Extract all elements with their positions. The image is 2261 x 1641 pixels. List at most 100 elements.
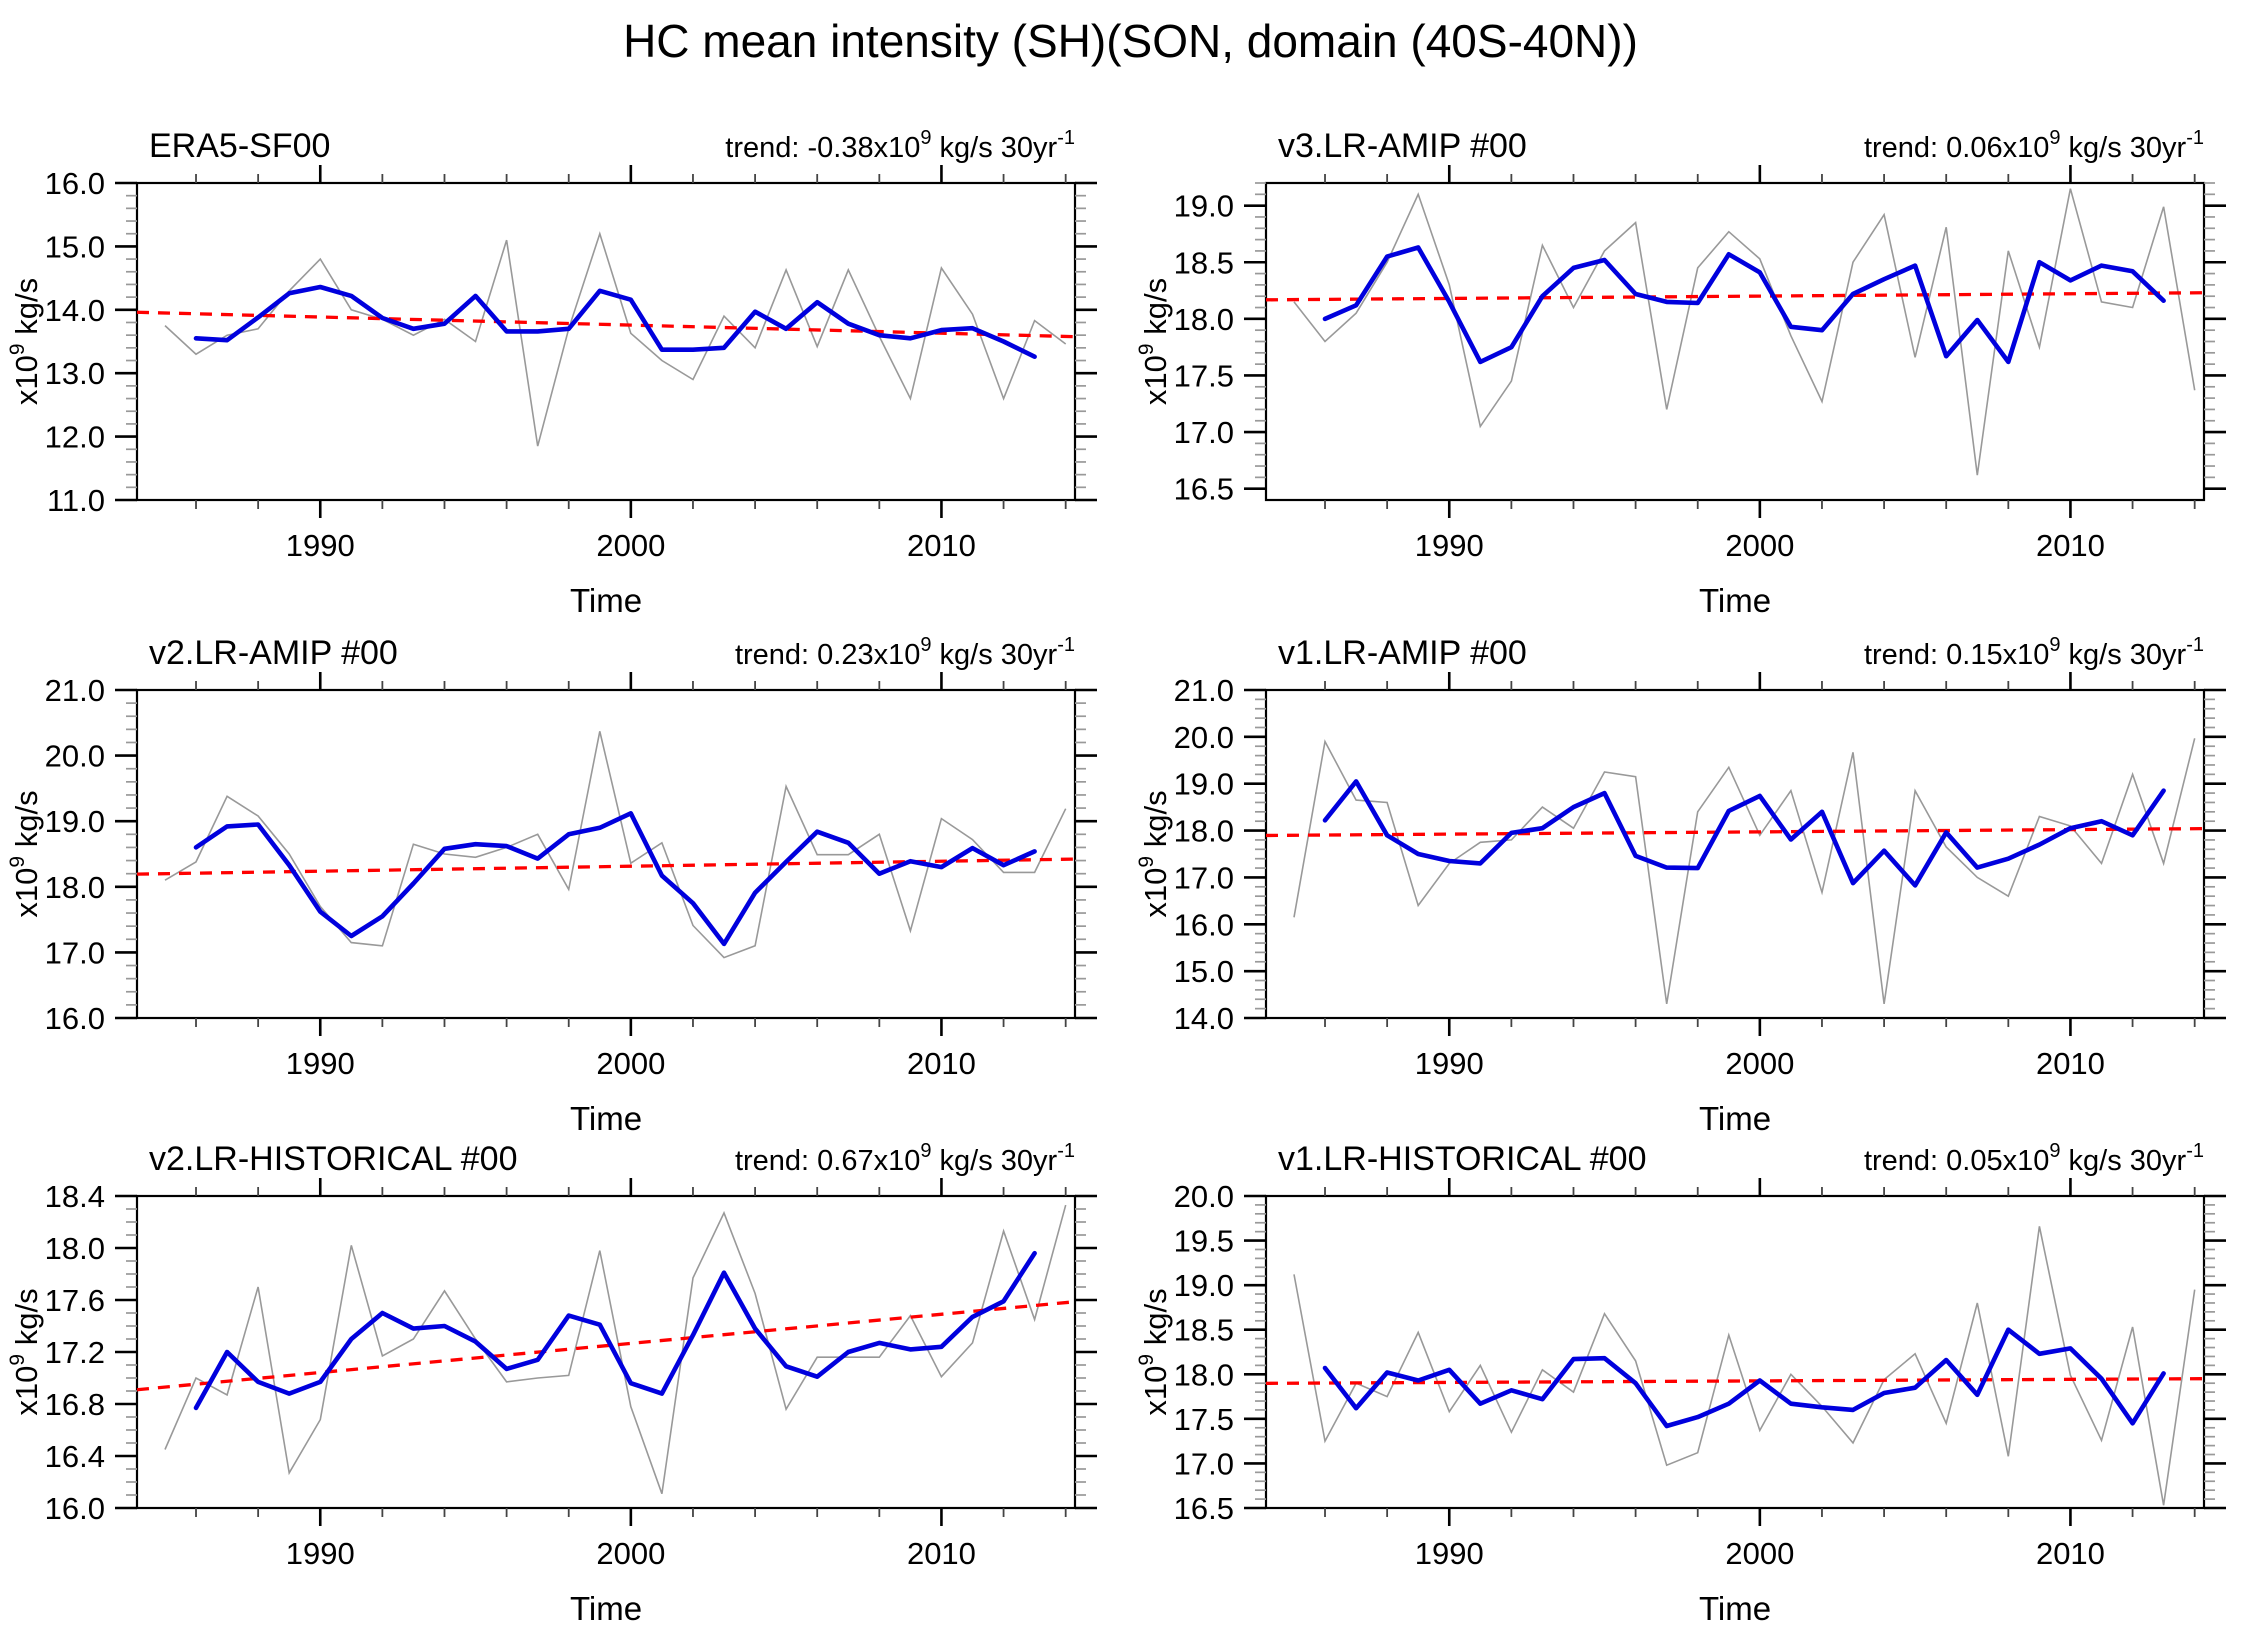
y-axis-label: x109 kg/s (1135, 278, 1173, 405)
x-tick-label: 2000 (596, 528, 665, 563)
x-tick-label: 2000 (1725, 1046, 1794, 1081)
y-tick-label: 18.0 (1174, 302, 1234, 337)
y-tick-label: 15.0 (45, 229, 105, 264)
x-tick-label: 2010 (2036, 1536, 2105, 1571)
y-tick-label: 17.0 (45, 935, 105, 970)
smoothed-series-line (1322, 1327, 2166, 1429)
x-tick-label: 2000 (1725, 528, 1794, 563)
y-tick-label: 16.0 (1174, 907, 1234, 942)
x-tick-label: 2000 (1725, 1536, 1794, 1571)
x-tick-label: 2010 (907, 1046, 976, 1081)
trend-label: trend: 0.15x109 kg/s 30yr-1 (1864, 634, 2204, 671)
plot-frame (1264, 1194, 2206, 1510)
y-tick-label: 17.0 (1174, 1446, 1234, 1481)
trend-label: trend: 0.67x109 kg/s 30yr-1 (735, 1140, 1075, 1177)
y-tick-label: 16.0 (45, 166, 105, 201)
x-axis-label: Time (1699, 582, 1771, 619)
trend-label: trend: 0.06x109 kg/s 30yr-1 (1864, 127, 2204, 164)
plot-frame (1264, 688, 2206, 1020)
x-tick-label: 1990 (1415, 1046, 1484, 1081)
y-tick-label: 14.0 (45, 293, 105, 328)
plot-frame (135, 1194, 1077, 1510)
y-axis-label: x109 kg/s (1135, 1288, 1173, 1415)
y-tick-label: 14.0 (1174, 1001, 1234, 1036)
annual-series-line (164, 231, 1067, 447)
y-tick-label: 17.5 (1174, 1402, 1234, 1437)
trend-line (1265, 826, 2205, 838)
y-tick-label: 19.0 (1174, 767, 1234, 802)
x-axis-label: Time (570, 1590, 642, 1627)
annual-series-line (1293, 738, 2196, 1005)
y-tick-label: 17.6 (45, 1283, 105, 1318)
trend-label: trend: 0.23x109 kg/s 30yr-1 (735, 634, 1075, 671)
y-tick-label: 18.0 (1174, 814, 1234, 849)
plot-frame (135, 688, 1077, 1020)
x-tick-label: 2000 (596, 1046, 665, 1081)
panel-v3-lr-amip-00: 19.0 18.5 18.0 17.5 17.0 16.5 1990 2000 2010 v3.L… (1135, 127, 2226, 619)
panel-title: v2.LR-HISTORICAL #00 (149, 1140, 517, 1178)
smoothed-series-line (1322, 779, 2166, 888)
panel-title: v3.LR-AMIP #00 (1278, 127, 1527, 165)
panel-title: v1.LR-AMIP #00 (1278, 634, 1527, 672)
x-tick-label: 1990 (1415, 1536, 1484, 1571)
y-tick-label: 20.0 (1174, 1179, 1234, 1214)
y-tick-label: 20.0 (1174, 720, 1234, 755)
y-tick-label: 16.0 (45, 1491, 105, 1526)
x-axis-label: Time (1699, 1590, 1771, 1627)
panel-v2-lr-historical-00: 18.4 18.0 17.6 17.2 16.8 16.4 16.0 1990 2000 2010… (6, 1140, 1097, 1627)
y-axis-label: x109 kg/s (6, 278, 44, 405)
y-tick-label: 18.5 (1174, 245, 1234, 280)
x-axis-label: Time (570, 582, 642, 619)
trend-line (136, 1300, 1076, 1392)
y-tick-label: 12.0 (45, 420, 105, 455)
panel-v1-lr-historical-00: 20.0 19.5 19.0 18.5 18.0 17.5 17.0 16.5 1990 2000… (1135, 1140, 2226, 1627)
panel-v2-lr-amip-00: 21.0 20.0 19.0 18.0 17.0 16.0 1990 2000 2010 v2.L… (6, 634, 1097, 1137)
y-tick-label: 16.5 (1174, 472, 1234, 507)
smoothed-series-line (193, 284, 1037, 359)
panel-title: v1.LR-HISTORICAL #00 (1278, 1140, 1646, 1178)
y-axis-label: x109 kg/s (6, 790, 44, 917)
trend-line (1265, 291, 2205, 302)
annual-series-line (1293, 188, 2196, 476)
annual-series-line (164, 1204, 1067, 1494)
annual-series-line (1293, 1226, 2196, 1506)
y-tick-label: 18.4 (45, 1179, 105, 1214)
smoothed-series-line (193, 811, 1037, 947)
x-tick-label: 2010 (2036, 1046, 2105, 1081)
y-tick-label: 15.0 (1174, 954, 1234, 989)
plot-frame (1264, 181, 2206, 502)
y-tick-label: 18.5 (1174, 1313, 1234, 1348)
y-tick-label: 18.0 (1174, 1357, 1234, 1392)
panel-era5-sf00: 16.0 15.0 14.0 13.0 12.0 11.0 1990 2000 2010 ERA5… (6, 127, 1097, 619)
y-axis-label: x109 kg/s (1135, 790, 1173, 917)
x-tick-label: 1990 (1415, 528, 1484, 563)
y-tick-label: 19.5 (1174, 1224, 1234, 1259)
y-tick-label: 13.0 (45, 356, 105, 391)
trend-label: trend: 0.05x109 kg/s 30yr-1 (1864, 1140, 2204, 1177)
panel-v1-lr-amip-00: 21.0 20.0 19.0 18.0 17.0 16.0 15.0 14.0 1990 2000… (1135, 634, 2226, 1137)
y-tick-label: 16.8 (45, 1387, 105, 1422)
y-tick-label: 21.0 (1174, 673, 1234, 708)
annual-series-line (164, 731, 1067, 959)
y-tick-label: 19.0 (1174, 1268, 1234, 1303)
y-axis-label: x109 kg/s (6, 1288, 44, 1415)
y-tick-label: 18.0 (45, 1231, 105, 1266)
y-tick-label: 17.2 (45, 1335, 105, 1370)
x-tick-label: 1990 (286, 528, 355, 563)
y-tick-label: 17.5 (1174, 358, 1234, 393)
y-tick-label: 16.0 (45, 1001, 105, 1036)
y-tick-label: 17.0 (1174, 415, 1234, 450)
panel-title: ERA5-SF00 (149, 127, 330, 165)
x-tick-label: 2010 (907, 528, 976, 563)
x-tick-label: 1990 (286, 1046, 355, 1081)
x-tick-label: 1990 (286, 1536, 355, 1571)
y-tick-label: 19.0 (1174, 189, 1234, 224)
y-tick-label: 20.0 (45, 739, 105, 774)
x-axis-label: Time (1699, 1100, 1771, 1137)
y-tick-label: 21.0 (45, 673, 105, 708)
x-tick-label: 2010 (2036, 528, 2105, 563)
x-tick-label: 2010 (907, 1536, 976, 1571)
y-tick-label: 11.0 (47, 483, 105, 518)
x-axis-label: Time (570, 1100, 642, 1137)
